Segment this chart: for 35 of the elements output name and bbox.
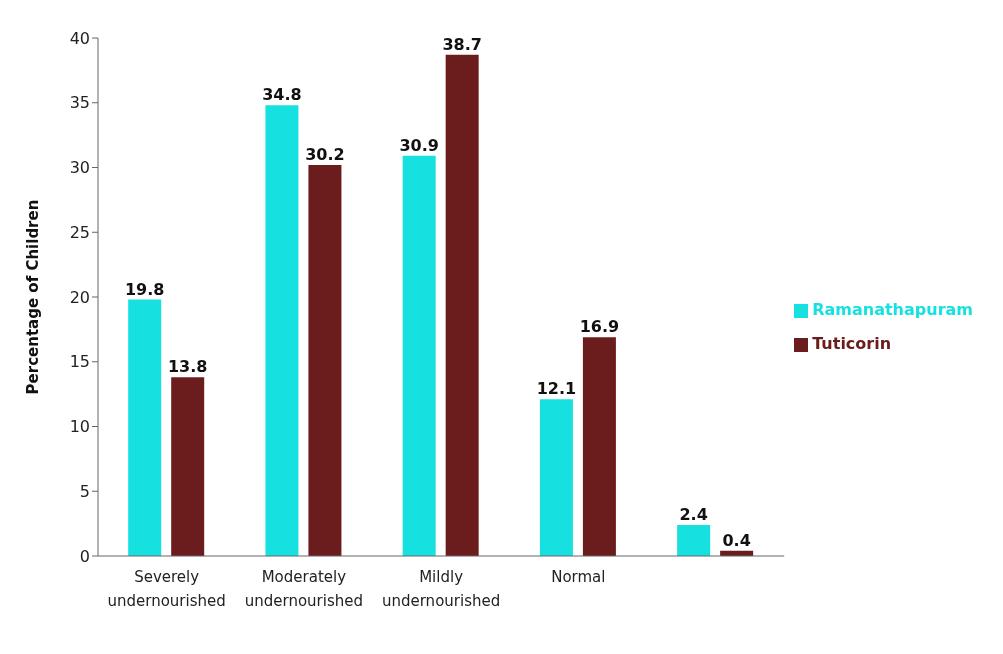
bar [171,377,205,556]
y-tick-label: 20 [69,287,90,307]
data-label: 16.9 [579,317,620,337]
data-label: 34.8 [262,85,302,105]
data-label: 2.4 [679,504,708,524]
y-tick-label: 35 [69,93,90,113]
bar [128,299,162,556]
legend-label: Tuticorin [812,334,892,353]
bar [402,155,436,556]
x-tick-label: Moderately undernourished [244,568,363,610]
legend-label: Ramanathapuram [812,300,973,319]
x-tick-label: Mildly undernourished [381,568,501,610]
y-axis-title: Percentage of Children [24,199,43,395]
data-label: 19.8 [124,279,165,299]
bar [582,337,616,556]
y-tick-label: 0 [79,546,90,566]
data-label: 30.2 [305,144,345,164]
y-tick-label: 10 [69,417,90,437]
x-tick-label: Severely undernourished [107,568,226,610]
data-label: 30.9 [399,135,439,155]
bar [265,105,299,556]
y-tick-label: 25 [69,222,90,242]
data-label: 12.1 [536,379,577,399]
bar [308,164,342,556]
y-tick-label: 15 [69,352,90,372]
bar [677,524,711,556]
data-label: 0.4 [722,530,751,550]
y-tick-label: 30 [69,158,90,178]
data-label: 13.8 [167,357,208,377]
bar [445,54,479,556]
data-label: 38.7 [442,34,482,54]
y-tick-label: 5 [79,481,90,501]
bar [539,399,573,556]
x-tick-label: Normal [551,568,606,586]
y-tick-label: 40 [69,28,90,48]
